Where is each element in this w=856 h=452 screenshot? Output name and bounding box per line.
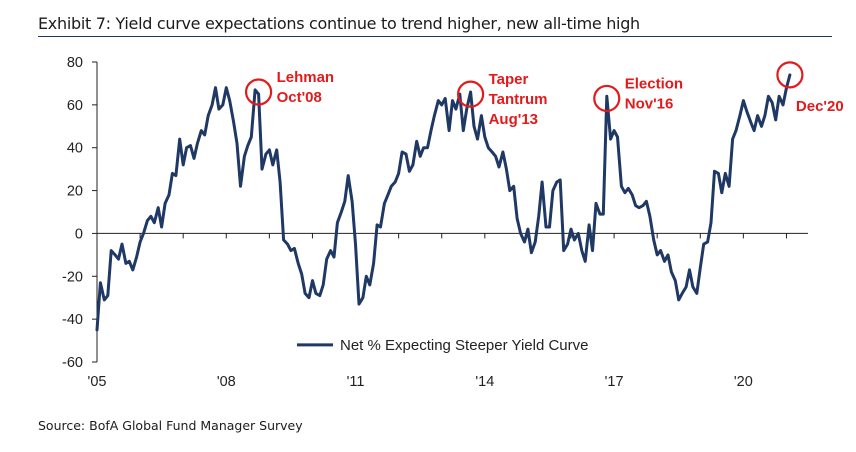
y-tick-label: -40 [62,312,83,328]
x-tick-label: '17 [605,374,624,390]
y-tick-label: -20 [62,269,83,285]
annotation-label: Election [625,75,683,92]
annotation-label: Aug'13 [489,111,538,128]
exhibit-title: Exhibit 7: Yield curve expectations cont… [38,14,640,33]
x-tick-label: '11 [347,374,365,390]
y-tick-label: 80 [67,55,83,71]
annotation-label: Lehman [277,69,335,86]
y-tick-label: -60 [62,355,83,371]
annotation-label: Taper [489,71,529,88]
annotation-label: Nov'16 [625,95,674,112]
series-line-0 [95,73,792,332]
x-tick-label: '14 [475,374,494,390]
annotation-circle [456,80,485,108]
legend-label: Net % Expecting Steeper Yield Curve [340,337,588,354]
x-tick-label: '20 [734,374,753,390]
annotation-circle [244,78,273,106]
x-tick-label: '08 [217,374,236,390]
annotation-label: Dec'20 [796,98,844,115]
annotation-circle [593,84,621,113]
chart-legend: Net % Expecting Steeper Yield Curve [297,337,588,354]
chart-plot-area [95,73,792,332]
chart-annotations: Lehman Oct'08 Taper Tantrum Aug'13 Election No… [244,61,844,128]
y-tick-label: 20 [67,184,83,200]
source-note: Source: BofA Global Fund Manager Survey [38,418,303,433]
annotation-label: Tantrum [489,91,548,108]
chart-axes: -60 -40 -20 0 20 40 60 80 '05 '08 '11 '14 '17 '20 [62,55,808,390]
y-tick-label: 40 [67,141,83,157]
title-underline [38,36,832,37]
x-tick-label: '05 [88,374,107,390]
y-tick-label: 60 [67,98,83,114]
y-tick-label: 0 [75,226,83,242]
annotation-circle [776,61,804,89]
annotation-label: Oct'08 [277,89,322,106]
